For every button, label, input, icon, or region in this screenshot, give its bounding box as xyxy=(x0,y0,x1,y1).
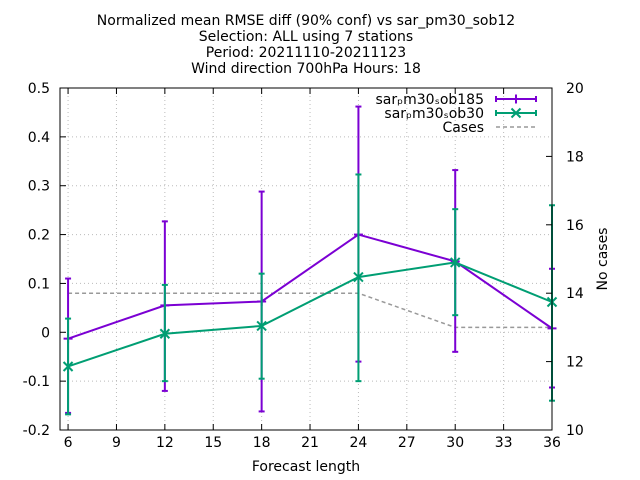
series-line xyxy=(67,233,553,340)
x-tick-label: 36 xyxy=(543,435,561,451)
title-line-3: Period: 20211110-20211123 xyxy=(206,45,406,61)
y2-tick-label: 10 xyxy=(566,423,584,439)
y2-axis-label: No cases xyxy=(595,228,611,291)
x-tick-label: 30 xyxy=(446,435,464,451)
x-tick-label: 27 xyxy=(398,435,416,451)
x-tick-label: 9 xyxy=(112,435,121,451)
x-tick-label: 12 xyxy=(156,435,174,451)
y2-axis: 10 12 14 16 18 20 No cases xyxy=(546,81,611,439)
x-tick-label: 18 xyxy=(253,435,271,451)
chart-title: Normalized mean RMSE diff (90% conf) vs … xyxy=(97,13,515,77)
grid xyxy=(60,88,552,430)
x-axis: 6 9 12 15 18 21 24 27 30 33 36 Forecast length xyxy=(64,88,561,475)
legend-label: sarₚm30ₛob30 xyxy=(384,106,484,122)
y-tick-label: 0.2 xyxy=(28,228,50,244)
marker-x xyxy=(159,328,171,339)
y-tick-label: -0.2 xyxy=(23,423,50,439)
legend-label: sarₚm30ₛob185 xyxy=(376,92,484,108)
title-line-1: Normalized mean RMSE diff (90% conf) vs … xyxy=(97,13,515,29)
x-tick-label: 21 xyxy=(301,435,319,451)
x-tick-label: 33 xyxy=(495,435,513,451)
y2-tick-label: 16 xyxy=(566,218,584,234)
series-sob30 xyxy=(62,173,558,416)
marker-x xyxy=(62,361,74,372)
y-tick-label: 0.4 xyxy=(28,130,50,146)
y2-tick-label: 20 xyxy=(566,81,584,97)
cases-series xyxy=(68,292,552,329)
y-axis: -0.2 -0.1 0 0.1 0.2 0.3 0.4 0.5 xyxy=(23,81,66,439)
title-line-2: Selection: ALL using 7 stations xyxy=(199,29,413,45)
y2-tick-label: 14 xyxy=(566,286,584,302)
marker-x xyxy=(353,271,364,283)
x-tick-label: 6 xyxy=(64,435,73,451)
x-tick-label: 15 xyxy=(204,435,222,451)
series-line xyxy=(67,261,553,368)
marker-x xyxy=(450,257,461,268)
marker-x xyxy=(256,320,267,332)
legend-label: Cases xyxy=(442,120,484,136)
y2-tick-label: 12 xyxy=(566,355,584,371)
x-axis-label: Forecast length xyxy=(252,459,360,475)
marker-x xyxy=(510,107,522,119)
x-tick-label: 24 xyxy=(350,435,368,451)
y-tick-label: 0.5 xyxy=(28,81,50,97)
y2-tick-label: 18 xyxy=(566,149,584,165)
y-tick-label: 0 xyxy=(41,325,50,341)
y-tick-label: 0.1 xyxy=(28,276,50,292)
title-line-4: Wind direction 700hPa Hours: 18 xyxy=(191,61,421,77)
y-tick-label: 0.3 xyxy=(28,179,50,195)
plot-frame xyxy=(59,87,553,431)
y-tick-label: -0.1 xyxy=(23,374,50,390)
cases-line xyxy=(68,292,552,329)
